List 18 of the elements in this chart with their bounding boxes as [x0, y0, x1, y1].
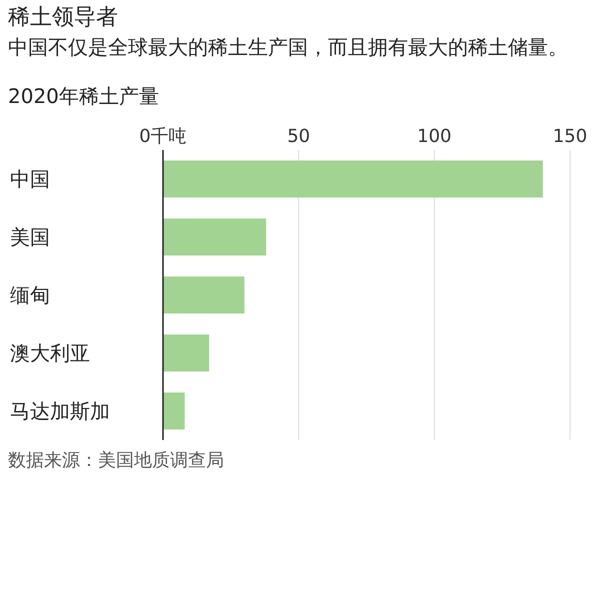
text: 2020年稀土产量 — [8, 83, 160, 110]
x-tick-label: 150 — [552, 126, 588, 147]
y-tick-label: 美国 — [10, 225, 50, 249]
y-tick-label: 澳大利亚 — [10, 341, 90, 365]
chart-subtitle: 中国不仅是全球最大的稀土生产国，而且拥有最大的稀土储量。 — [8, 34, 568, 61]
bar — [163, 276, 244, 314]
bar — [163, 334, 210, 372]
y-tick-label: 马达加斯加 — [10, 399, 110, 423]
bar — [163, 160, 543, 198]
x-tick-label: 0千吨 — [139, 126, 187, 147]
bar — [163, 392, 185, 430]
y-tick-label: 缅甸 — [10, 283, 50, 307]
chart-title: 稀土领导者 — [8, 4, 119, 32]
y-tick-label: 中国 — [10, 167, 50, 191]
source-note: 数据来源：美国地质调查局 — [8, 449, 225, 472]
x-tick-label: 50 — [287, 126, 310, 147]
x-tick-label: 100 — [417, 126, 452, 147]
bar — [163, 218, 266, 256]
